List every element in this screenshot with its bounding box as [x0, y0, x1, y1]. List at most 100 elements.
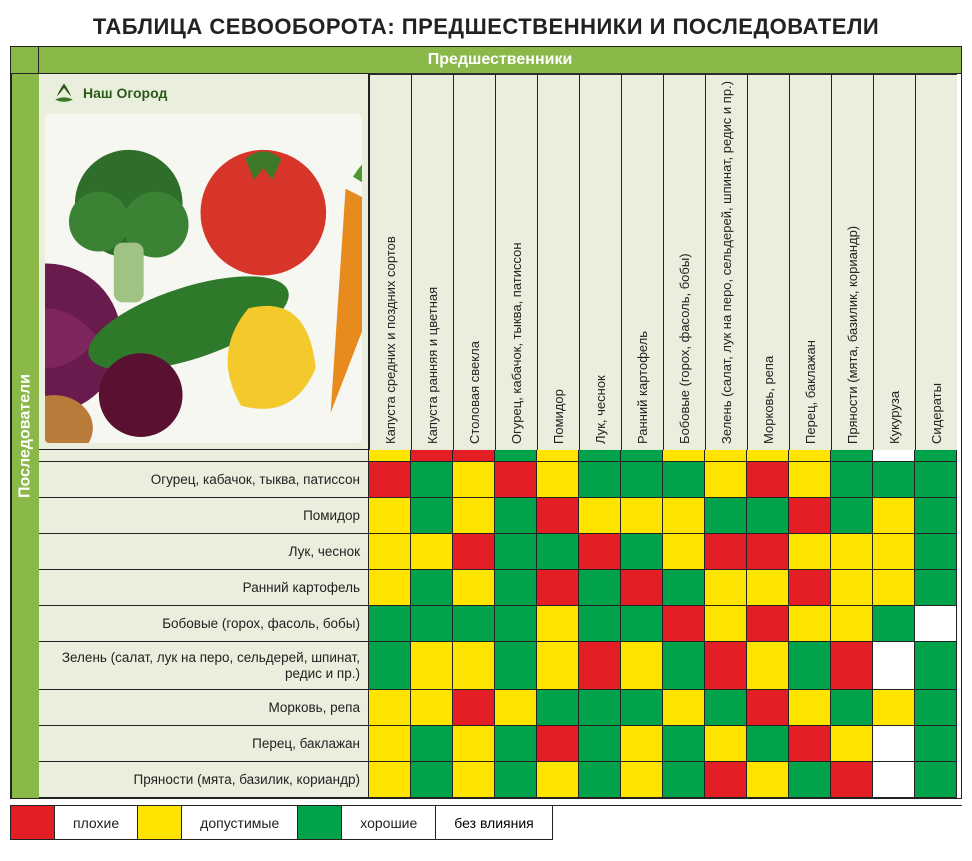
matrix-cell: [621, 606, 663, 642]
matrix-cell: [453, 642, 495, 690]
brand-logo: Наш Огород: [49, 82, 167, 104]
matrix-cell: [873, 606, 915, 642]
col-header: Капуста средних и поздних сортов: [369, 74, 411, 450]
matrix-cell: [495, 462, 537, 498]
table-row: Ранний картофель: [39, 570, 961, 606]
matrix-cell: [369, 762, 411, 798]
matrix-cell: [789, 690, 831, 726]
legend-item: без влияния: [436, 806, 552, 840]
matrix-cell: [915, 690, 957, 726]
col-header: Бобовые (горох, фасоль, бобы): [663, 74, 705, 450]
matrix-cell: [495, 690, 537, 726]
matrix-cell: [579, 462, 621, 498]
matrix-cell: [453, 534, 495, 570]
table-row: Лук, чеснок: [39, 534, 961, 570]
matrix-cell: [369, 534, 411, 570]
matrix-cell: [411, 498, 453, 534]
table-row: Морковь, репа: [39, 690, 961, 726]
matrix-cell: [453, 570, 495, 606]
brand-text: Наш Огород: [83, 85, 167, 101]
matrix-cell: [537, 534, 579, 570]
matrix-cell: [705, 606, 747, 642]
col-header: Ранний картофель: [621, 74, 663, 450]
matrix-cell: [621, 462, 663, 498]
matrix-cell: [663, 462, 705, 498]
matrix-cell: [369, 606, 411, 642]
matrix-cell: [453, 606, 495, 642]
matrix-cell: [411, 606, 453, 642]
legend-swatch: [11, 806, 55, 839]
matrix-cell: [579, 642, 621, 690]
matrix-cell: [831, 726, 873, 762]
matrix-cell: [579, 762, 621, 798]
matrix-cell: [621, 726, 663, 762]
matrix-cell: [369, 570, 411, 606]
col-header: Капуста ранняя и цветная: [411, 74, 453, 450]
matrix-cell: [495, 762, 537, 798]
table-body: Наш Огород Капуста средних и поздних сорт…: [39, 74, 961, 798]
row-header: Помидор: [39, 498, 369, 534]
col-header: Зелень (салат, лук на перо, сельдерей, ш…: [705, 74, 747, 450]
col-header: Перец, баклажан: [789, 74, 831, 450]
col-header: Столовая свекла: [453, 74, 495, 450]
corner-blank: [11, 47, 39, 74]
matrix-cell: [663, 642, 705, 690]
col-header: Сидераты: [915, 74, 957, 450]
matrix-cell: [663, 570, 705, 606]
matrix-cell: [915, 642, 957, 690]
matrix-cell: [537, 570, 579, 606]
legend-item: допустимые: [138, 806, 298, 840]
legend-item: хорошие: [298, 806, 436, 840]
matrix-cell: [411, 570, 453, 606]
matrix-cell: [411, 462, 453, 498]
legend-label: плохие: [55, 815, 137, 831]
matrix-cell: [453, 762, 495, 798]
row-header: Ранний картофель: [39, 570, 369, 606]
matrix-cell: [915, 606, 957, 642]
matrix-cell: [705, 642, 747, 690]
matrix-cell: [537, 726, 579, 762]
legend-label: допустимые: [182, 815, 297, 831]
matrix-cell: [663, 498, 705, 534]
matrix-cell: [369, 498, 411, 534]
col-header: Кукуруза: [873, 74, 915, 450]
matrix-cell: [537, 498, 579, 534]
matrix-cell: [411, 534, 453, 570]
matrix-cell: [747, 498, 789, 534]
matrix-cell: [747, 642, 789, 690]
matrix-cell: [621, 690, 663, 726]
matrix-cell: [579, 726, 621, 762]
matrix-cell: [747, 726, 789, 762]
matrix-cell: [789, 762, 831, 798]
matrix-cell: [369, 726, 411, 762]
matrix-cell: [831, 534, 873, 570]
matrix-cell: [537, 642, 579, 690]
matrix-cell: [453, 726, 495, 762]
matrix-cell: [579, 534, 621, 570]
table-row: Перец, баклажан: [39, 726, 961, 762]
matrix-cell: [873, 462, 915, 498]
matrix-cell: [831, 498, 873, 534]
matrix-cell: [747, 690, 789, 726]
matrix-cell: [747, 570, 789, 606]
matrix-cell: [453, 498, 495, 534]
matrix-cell: [873, 690, 915, 726]
matrix-cell: [453, 690, 495, 726]
col-header: Огурец, кабачок, тыква, патиссон: [495, 74, 537, 450]
matrix-cell: [579, 498, 621, 534]
matrix-cell: [705, 726, 747, 762]
col-header: Морковь, репа: [747, 74, 789, 450]
matrix-cell: [789, 726, 831, 762]
matrix-cell: [495, 642, 537, 690]
matrix-cell: [789, 642, 831, 690]
predecessors-axis-label: Предшественники: [39, 47, 961, 74]
matrix-cell: [789, 462, 831, 498]
matrix-cell: [411, 690, 453, 726]
matrix-cell: [705, 690, 747, 726]
matrix-cell: [915, 534, 957, 570]
table-row: Пряности (мята, базилик, кориандр): [39, 762, 961, 798]
matrix-cell: [411, 726, 453, 762]
matrix-cell: [453, 462, 495, 498]
matrix-cell: [537, 462, 579, 498]
matrix-cell: [663, 534, 705, 570]
